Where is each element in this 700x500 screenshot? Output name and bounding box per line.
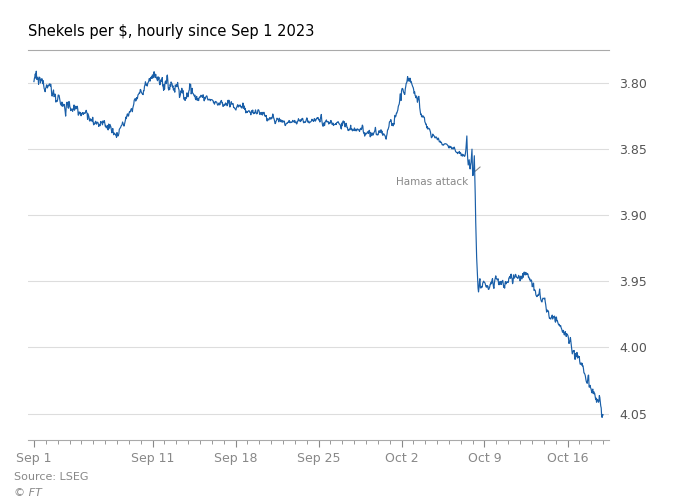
Text: Hamas attack: Hamas attack xyxy=(395,167,480,187)
Text: © FT: © FT xyxy=(14,488,42,498)
Text: Shekels per $, hourly since Sep 1 2023: Shekels per $, hourly since Sep 1 2023 xyxy=(28,24,314,39)
Text: Source: LSEG: Source: LSEG xyxy=(14,472,88,482)
